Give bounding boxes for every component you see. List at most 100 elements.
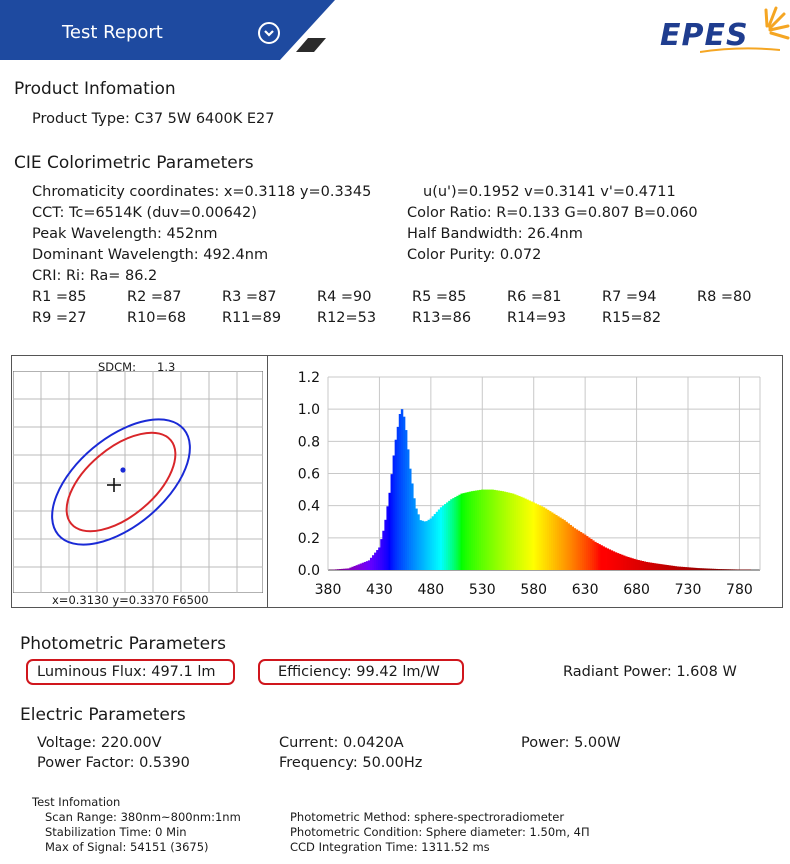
spectrum-bar — [579, 532, 583, 570]
spectrum-bar — [392, 455, 396, 570]
chevron-down-icon[interactable] — [258, 22, 280, 44]
spectrum-bar — [682, 566, 686, 570]
sdcm-outer-ellipse — [51, 418, 191, 546]
panel-divider — [267, 355, 268, 608]
logo-swoosh — [700, 47, 780, 53]
chromaticity-coordinates: Chromaticity coordinates: x=0.3118 y=0.3… — [32, 184, 372, 200]
spectrum-bar — [456, 495, 459, 570]
power: Power: 5.00W — [521, 735, 621, 751]
spectrum-bar — [551, 512, 554, 570]
r-value: R5 =85 — [412, 289, 467, 305]
spectrum-bar — [390, 474, 393, 570]
spectrum-bar — [651, 562, 655, 570]
spectrum-bar — [717, 569, 721, 570]
spectrum-bar — [483, 489, 486, 570]
spectrum-bar — [439, 507, 443, 570]
spectrum-bar — [472, 490, 476, 570]
spectrum-bar — [729, 569, 733, 570]
photometric-section-title: Photometric Parameters — [20, 634, 226, 654]
spectrum-bar — [345, 568, 348, 570]
spectrum-bar — [421, 520, 424, 570]
spectrum-bar — [660, 564, 663, 570]
spectrum-bar — [501, 491, 505, 570]
spectrum-bar — [577, 530, 581, 570]
spectrum-bar — [674, 566, 677, 570]
spectrum-bar — [544, 508, 548, 570]
spectrum-bar — [417, 514, 420, 570]
spectrum-bar — [668, 565, 671, 570]
spectrum-bar — [592, 540, 595, 570]
sdcm-footer: x=0.3130 y=0.3370 F6500 — [52, 593, 209, 607]
spectrum-bar — [526, 499, 529, 570]
spectrum-bar — [452, 498, 455, 570]
spectrum-bar — [614, 552, 618, 570]
spectrum-bar — [565, 521, 568, 570]
x-tick-label: 480 — [417, 582, 444, 598]
spectrum-bar — [509, 493, 513, 570]
spectrum-bar — [713, 568, 716, 570]
spectrum-bar — [581, 533, 585, 570]
spectrum-bar — [559, 517, 562, 570]
spectrum-bar — [505, 492, 509, 570]
spectrum-bar — [707, 568, 710, 570]
spectrum-bar — [711, 568, 714, 570]
spectrum-bar — [610, 550, 614, 570]
spectrum-bar — [647, 562, 651, 570]
spectrum-bar — [361, 562, 365, 570]
spectrum-bar — [573, 528, 577, 570]
spectrum-bar — [596, 542, 599, 570]
spectrum-bar — [540, 506, 544, 570]
spectrum-bar — [411, 483, 414, 570]
spectrum-bar — [709, 568, 712, 570]
spectrum-bar — [715, 568, 719, 570]
r-value: R12=53 — [317, 310, 377, 326]
report-title: Test Report — [62, 22, 163, 43]
x-tick-label: 430 — [366, 582, 393, 598]
spectrum-bar — [639, 560, 642, 570]
r-value: R15=82 — [602, 310, 662, 326]
spectrum-bar — [441, 505, 445, 570]
spectrum-bar — [608, 549, 612, 570]
spectrum-bar — [686, 567, 690, 570]
spectrum-bar — [530, 501, 533, 570]
spectrum-bar — [635, 559, 638, 570]
spectrum-bar — [571, 526, 575, 570]
spectrum-bar — [341, 568, 344, 570]
spectrum-bar — [365, 561, 369, 570]
spectrum-bar — [507, 492, 511, 570]
spectrum-bar — [464, 492, 468, 570]
spectrum-bar — [583, 534, 587, 570]
spectrum-bar — [419, 520, 422, 570]
r-value: R2 =87 — [127, 289, 182, 305]
spectrum-bar — [335, 569, 338, 570]
dominant-wavelength: Dominant Wavelength: 492.4nm — [32, 247, 269, 263]
spectrum-bar — [699, 568, 702, 570]
cie-section-title: CIE Colorimetric Parameters — [14, 153, 254, 173]
spectrum-bar — [643, 561, 647, 570]
spectrum-bar — [676, 566, 679, 570]
x-tick-label: 680 — [623, 582, 650, 598]
spectrum-bar — [468, 491, 472, 570]
spectrum-bar — [382, 530, 385, 570]
efficiency-highlight — [258, 659, 464, 685]
spectrum-bar — [495, 490, 498, 570]
spectrum-bar — [653, 563, 657, 570]
spectrum-bar — [532, 502, 535, 570]
spectrum-bar — [594, 541, 597, 570]
spectrum-bar — [588, 537, 591, 570]
epes-logo: EPES — [660, 18, 749, 53]
spectrum-bar — [437, 509, 441, 570]
r-value: R13=86 — [412, 310, 472, 326]
spectrum-bar — [536, 504, 540, 570]
spectrum-bar — [629, 557, 632, 570]
spectrum-bar — [548, 511, 552, 570]
spectrum-bar — [347, 568, 350, 570]
spectrum-bar — [703, 568, 706, 570]
r-value: R10=68 — [127, 310, 187, 326]
spectrum-bar — [606, 548, 609, 570]
spectrum-bar — [620, 554, 624, 570]
spectrum-bar — [697, 568, 700, 570]
spectrum-bar — [670, 565, 673, 570]
spectrum-bar — [454, 496, 457, 570]
spectrum-bar — [688, 567, 692, 570]
